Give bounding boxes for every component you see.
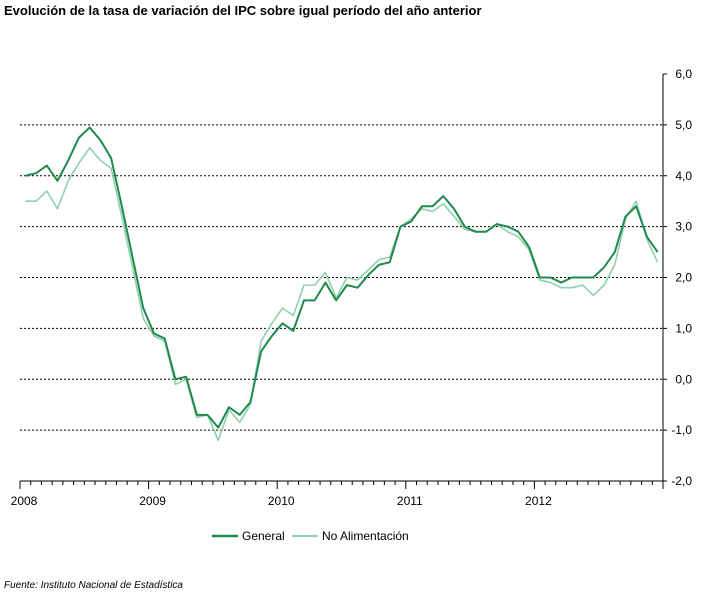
y-tick-label: 0,0 — [675, 372, 692, 386]
x-tick-label: 2010 — [268, 494, 295, 508]
series-line-general — [25, 126, 659, 429]
chart-title: Evolución de la tasa de variación del IP… — [4, 3, 482, 18]
x-tick-label: 2008 — [11, 494, 38, 508]
y-tick-label: -2,0 — [671, 474, 692, 488]
legend: General No Alimentación — [212, 529, 409, 543]
y-tick-label: 1,0 — [675, 321, 692, 335]
y-tick-label: 2,0 — [675, 271, 692, 285]
x-tick-label: 2009 — [139, 494, 166, 508]
line-chart: 6,05,04,03,02,01,00,0-1,0-2,0 2008 2009 20… — [11, 67, 693, 543]
series-line-no-alimentacion — [25, 146, 659, 442]
y-tick-label: 5,0 — [675, 118, 692, 132]
y-tick-label: -1,0 — [671, 423, 692, 437]
legend-entry-general: General — [212, 529, 285, 543]
x-axis: 2008 2009 2010 2011 2012 — [11, 480, 664, 508]
y-axis: 6,0 5,0 4,0 3,0 2,0 1,0 0,0 -1,0 -2,0 — [662, 67, 692, 488]
y-tick-label: 6,0 — [675, 67, 692, 81]
series-lines — [25, 126, 659, 442]
legend-entry-no-alimentacion: No Alimentación — [292, 529, 409, 543]
y-tick-label: 3,0 — [675, 220, 692, 234]
legend-label: No Alimentación — [322, 529, 409, 543]
grid-lines — [20, 124, 663, 431]
source-note: Fuente: Instituto Nacional de Estadístic… — [4, 580, 183, 591]
legend-label: General — [242, 529, 285, 543]
x-tick-label: 2012 — [525, 494, 552, 508]
x-tick-label: 2011 — [397, 494, 423, 508]
y-tick-label: 4,0 — [675, 169, 692, 183]
